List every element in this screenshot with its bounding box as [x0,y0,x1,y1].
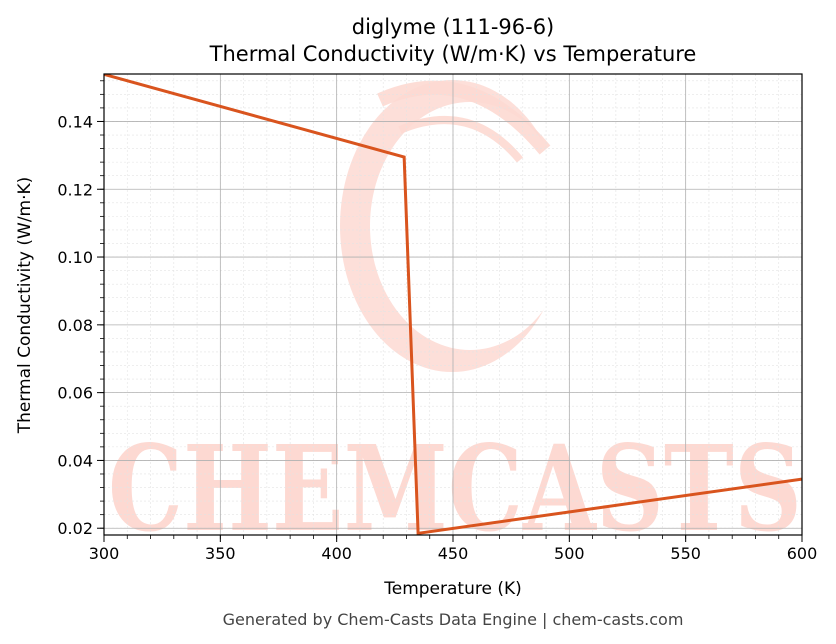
x-tick-label: 450 [438,544,469,563]
chart-subtitle: Thermal Conductivity (W/m·K) vs Temperat… [209,42,697,66]
y-tick-label: 0.14 [57,112,93,131]
x-axis: 300 350 400 450 500 550 600 [89,535,818,563]
watermark-text: CHEMCASTS [108,419,802,558]
x-tick-label: 550 [670,544,701,563]
x-tick-label: 400 [321,544,352,563]
y-tick-label: 0.12 [57,180,93,199]
watermark-logo-icon [340,80,570,372]
y-tick-label: 0.02 [57,519,93,538]
y-axis-label: Thermal Conductivity (W/m·K) [15,177,35,435]
x-tick-label: 300 [89,544,120,563]
footer-credit: Generated by Chem-Casts Data Engine | ch… [223,610,684,629]
series-line [104,74,802,535]
x-tick-label: 500 [554,544,585,563]
x-tick-label: 350 [205,544,236,563]
y-tick-label: 0.10 [57,248,93,267]
x-tick-label: 600 [787,544,818,563]
x-axis-label: Temperature (K) [383,579,522,599]
y-tick-label: 0.06 [57,384,93,403]
watermark: CHEMCASTS [108,80,802,558]
y-tick-label: 0.08 [57,316,93,335]
y-axis: 0.02 0.04 0.06 0.08 0.10 0.12 0.14 [57,80,104,538]
chart-title: diglyme (111-96-6) [352,15,555,39]
y-tick-label: 0.04 [57,451,93,470]
